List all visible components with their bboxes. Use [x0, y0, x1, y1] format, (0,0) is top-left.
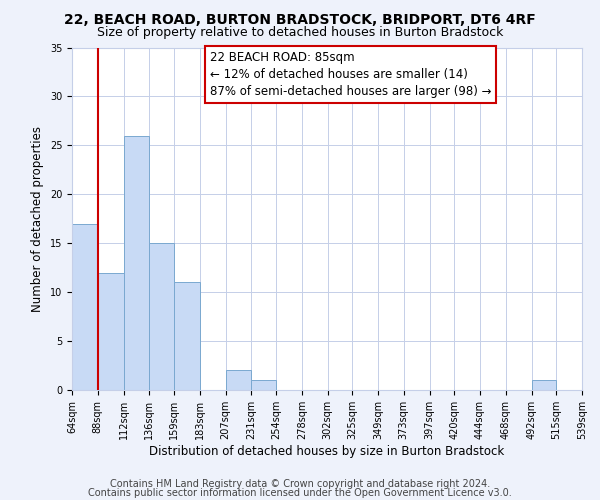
Bar [98, 272, 124, 390]
Text: Contains public sector information licensed under the Open Government Licence v3: Contains public sector information licen… [88, 488, 512, 498]
Bar [226, 370, 251, 390]
X-axis label: Distribution of detached houses by size in Burton Bradstock: Distribution of detached houses by size … [149, 444, 505, 458]
Bar [532, 380, 556, 390]
Bar [251, 380, 276, 390]
Text: Size of property relative to detached houses in Burton Bradstock: Size of property relative to detached ho… [97, 26, 503, 39]
Bar [174, 282, 200, 390]
Bar [124, 136, 149, 390]
Text: 22 BEACH ROAD: 85sqm
← 12% of detached houses are smaller (14)
87% of semi-detac: 22 BEACH ROAD: 85sqm ← 12% of detached h… [210, 51, 491, 98]
Y-axis label: Number of detached properties: Number of detached properties [31, 126, 44, 312]
Text: Contains HM Land Registry data © Crown copyright and database right 2024.: Contains HM Land Registry data © Crown c… [110, 479, 490, 489]
Bar [72, 224, 98, 390]
Text: 22, BEACH ROAD, BURTON BRADSTOCK, BRIDPORT, DT6 4RF: 22, BEACH ROAD, BURTON BRADSTOCK, BRIDPO… [64, 12, 536, 26]
Bar [149, 243, 174, 390]
